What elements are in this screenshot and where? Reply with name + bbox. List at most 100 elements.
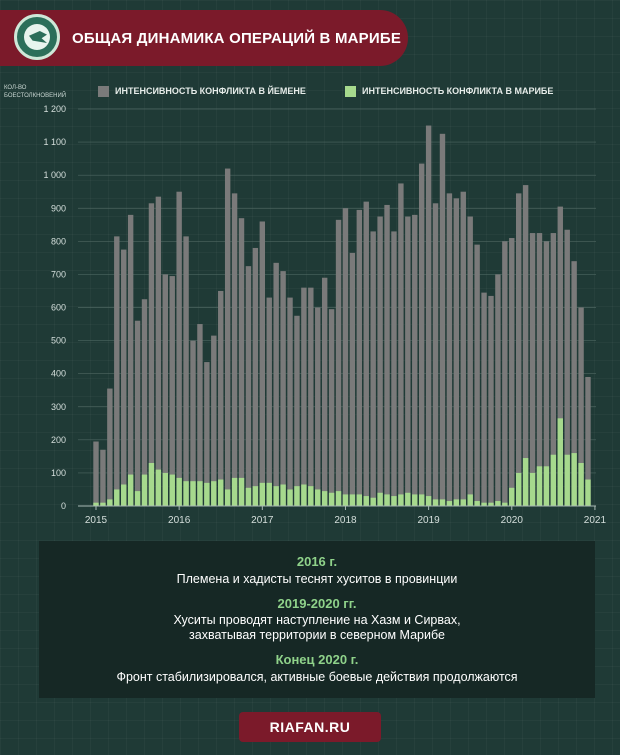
bar-yemen <box>231 193 238 507</box>
bar-yemen <box>169 276 175 506</box>
bar-marib <box>93 502 99 506</box>
bar-yemen <box>467 216 473 506</box>
x-tick-label: 2019 <box>417 515 440 526</box>
site-link[interactable]: RIAFAN.RU <box>269 719 351 735</box>
bar-marib <box>308 486 314 506</box>
bar-yemen <box>155 196 162 507</box>
bar-marib <box>245 487 252 506</box>
bar-marib <box>107 499 113 506</box>
y-tick-label: 400 <box>51 369 66 379</box>
x-tick-label: 2018 <box>334 515 357 526</box>
bar-yemen <box>564 229 570 506</box>
bar-marib <box>162 472 168 506</box>
bar-yemen <box>550 233 557 506</box>
bar-yemen <box>502 241 508 506</box>
y-tick-label: 100 <box>51 468 66 478</box>
legend-swatch-yemen <box>98 85 109 97</box>
bar-yemen <box>211 335 217 506</box>
bar-marib <box>211 481 217 506</box>
bar-yemen <box>536 233 543 506</box>
bar-marib <box>134 491 141 506</box>
y-tick-label: 600 <box>51 303 66 313</box>
bar-marib <box>522 458 529 506</box>
bar-yemen <box>266 297 272 506</box>
note-text-2016: Племена и хадисты теснят хуситов в прови… <box>176 572 458 586</box>
bar-marib <box>585 479 591 506</box>
bar-marib <box>335 491 342 506</box>
bar-yemen <box>370 231 376 506</box>
bar-yemen <box>509 238 515 506</box>
bar-yemen <box>204 362 210 506</box>
note-heading-end-2020: Конец 2020 г. <box>275 652 359 667</box>
bar-chart: 0 100 200 300 400 500 600 700 800 900 1 000 1 100 1 … <box>43 104 607 526</box>
bar-yemen <box>481 292 487 506</box>
bar-yemen <box>377 216 383 506</box>
note-text-2019-2020: Хуситы проводят наступление на Хазм и Си… <box>173 613 461 642</box>
bar-marib <box>114 489 120 506</box>
y-tick-label: 700 <box>51 269 66 279</box>
bar-marib <box>349 494 356 506</box>
y-tick-label: 500 <box>51 336 66 346</box>
bar-marib <box>356 494 363 506</box>
bar-yemen <box>384 204 390 506</box>
y-axis-label: КОЛ-ВО БОЕСТОЛКНОВЕНИЙ <box>4 85 67 99</box>
bar-marib <box>280 484 286 506</box>
bar-yemen <box>405 216 411 506</box>
bar-marib <box>266 482 272 506</box>
bar-yemen <box>557 206 563 506</box>
bar-yemen <box>148 203 155 507</box>
bar-yemen <box>93 441 99 506</box>
bar-marib <box>550 454 557 506</box>
bar-marib <box>453 499 460 506</box>
bar-marib <box>460 499 466 506</box>
bar-yemen <box>398 183 404 506</box>
bar-marib <box>578 462 584 506</box>
y-tick-label: 1 100 <box>43 137 66 147</box>
legend-label-marib: ИНТЕНСИВНОСТЬ КОНФЛИКТА В МАРИБЕ <box>362 86 554 96</box>
x-tick-label: 2021 <box>584 515 607 526</box>
bar-marib <box>190 481 196 506</box>
bar-marib <box>432 499 439 506</box>
bar-marib <box>100 502 106 506</box>
bar-marib <box>516 472 522 506</box>
bar-marib <box>224 489 231 506</box>
bar-yemen <box>460 191 466 506</box>
bar-marib <box>321 491 328 506</box>
bar-yemen <box>245 266 252 506</box>
bar-yemen <box>571 261 577 506</box>
bar-yemen <box>280 271 286 506</box>
y-tick-label: 800 <box>51 236 66 246</box>
bar-yemen <box>321 277 328 506</box>
y-tick-label: 1 200 <box>43 104 66 114</box>
bar-marib <box>446 501 453 506</box>
bar-yemen <box>121 249 127 506</box>
bar-yemen <box>543 241 550 506</box>
bar-marib <box>509 487 515 506</box>
bar-marib <box>557 418 563 506</box>
legend-item-marib: ИНТЕНСИВНОСТЬ КОНФЛИКТА В МАРИБЕ <box>345 85 553 97</box>
bar-yemen <box>578 307 584 506</box>
bar-yemen <box>183 236 189 506</box>
bar-marib <box>571 453 577 506</box>
bar-marib <box>238 477 245 506</box>
bar-yemen <box>114 236 120 506</box>
bar-marib <box>141 474 148 506</box>
y-tick-label: 900 <box>51 203 66 213</box>
bar-marib <box>121 484 127 506</box>
bar-marib <box>176 477 182 506</box>
footer-badge[interactable]: RIAFAN.RU <box>239 712 381 742</box>
bar-marib <box>405 492 411 506</box>
notes-panel: 2016 г. Племена и хадисты теснят хуситов… <box>39 541 595 698</box>
bar-yemen <box>335 219 342 506</box>
bar-marib <box>398 494 404 506</box>
bar-marib <box>204 482 210 506</box>
bar-yemen <box>356 209 363 506</box>
bar-marib <box>252 486 259 506</box>
y-tick-label: 200 <box>51 435 66 445</box>
bar-yemen <box>516 193 522 507</box>
bar-yemen <box>287 297 293 506</box>
bar-yemen <box>488 295 494 506</box>
bar-marib <box>384 494 390 506</box>
legend-label-yemen: ИНТЕНСИВНОСТЬ КОНФЛИКТА В ЙЕМЕНЕ <box>115 86 306 96</box>
bar-marib <box>155 469 162 506</box>
